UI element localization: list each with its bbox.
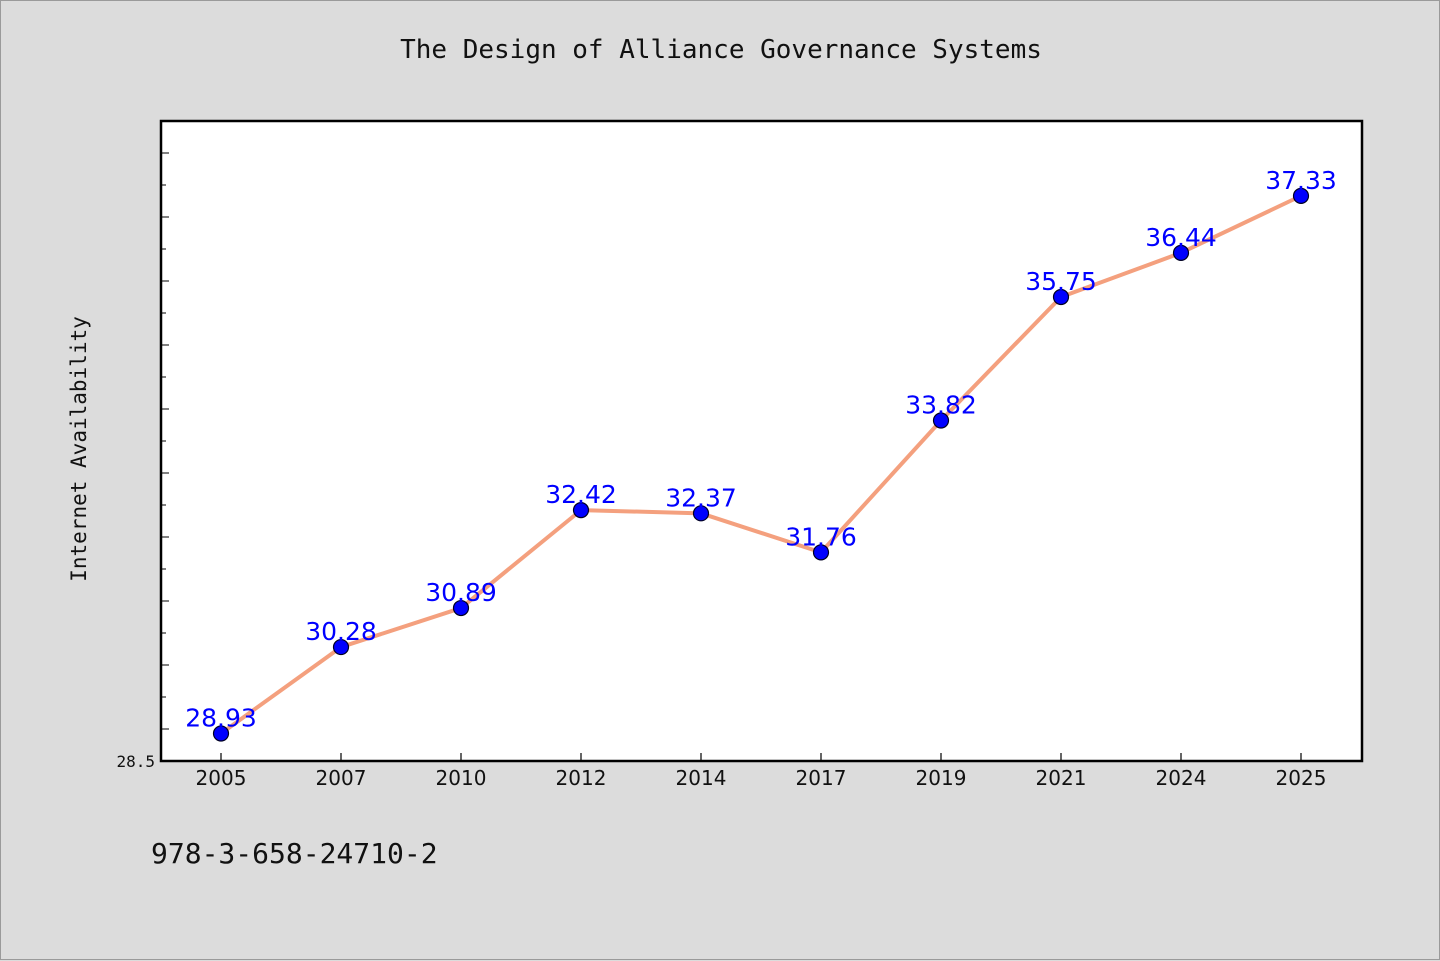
isbn-text: 978-3-658-24710-2 (151, 837, 438, 870)
x-tick-label: 2010 (436, 766, 487, 790)
x-tick-label: 2024 (1156, 766, 1207, 790)
y-minor-ticks (161, 152, 169, 762)
x-axis-ticks: 2005 2007 2010 2012 2014 2017 2019 2021 2024 2025 (196, 753, 1327, 790)
data-label: 30.28 (305, 617, 377, 646)
data-point (1052, 288, 1070, 306)
x-tick-label: 2007 (316, 766, 367, 790)
data-point (692, 505, 710, 522)
data-label: 35.75 (1025, 267, 1097, 296)
y-axis-label: Internet Availability (67, 316, 91, 582)
chart-title: The Design of Alliance Governance System… (400, 35, 1042, 65)
series-line (219, 194, 1302, 736)
data-label: 32.42 (545, 480, 617, 509)
data-point (572, 502, 590, 519)
y-axis-ticks: 28.5 (116, 752, 155, 771)
x-tick-label: 2019 (916, 766, 967, 790)
x-tick-label: 2012 (556, 766, 607, 790)
data-point (812, 544, 830, 561)
data-label: 31.76 (785, 522, 857, 551)
data-point (212, 725, 230, 742)
y-tick-label: 28.5 (116, 752, 155, 771)
plot-area (159, 119, 1364, 763)
data-label: 32.37 (665, 483, 737, 512)
data-point (1292, 187, 1310, 204)
data-point (332, 638, 350, 656)
data-label: 30.89 (425, 578, 497, 607)
x-tick-label: 2025 (1276, 766, 1327, 790)
data-label: 37.33 (1265, 166, 1337, 195)
data-point (452, 599, 470, 617)
x-tick-label: 2005 (196, 766, 247, 790)
data-markers (212, 187, 1310, 742)
data-label: 36.44 (1145, 223, 1217, 252)
data-label: 28.93 (185, 703, 257, 732)
x-tick-label: 2021 (1036, 766, 1087, 790)
data-labels: 28.93 30.28 30.89 32.42 32.37 31.76 33.82 35.75… (185, 166, 1337, 733)
data-point (1172, 244, 1190, 261)
data-label: 33.82 (905, 391, 977, 420)
x-tick-label: 2017 (796, 766, 847, 790)
plot-background (159, 119, 1364, 763)
series-line-group (219, 194, 1302, 736)
data-point (932, 412, 950, 429)
x-tick-label: 2014 (676, 766, 727, 790)
